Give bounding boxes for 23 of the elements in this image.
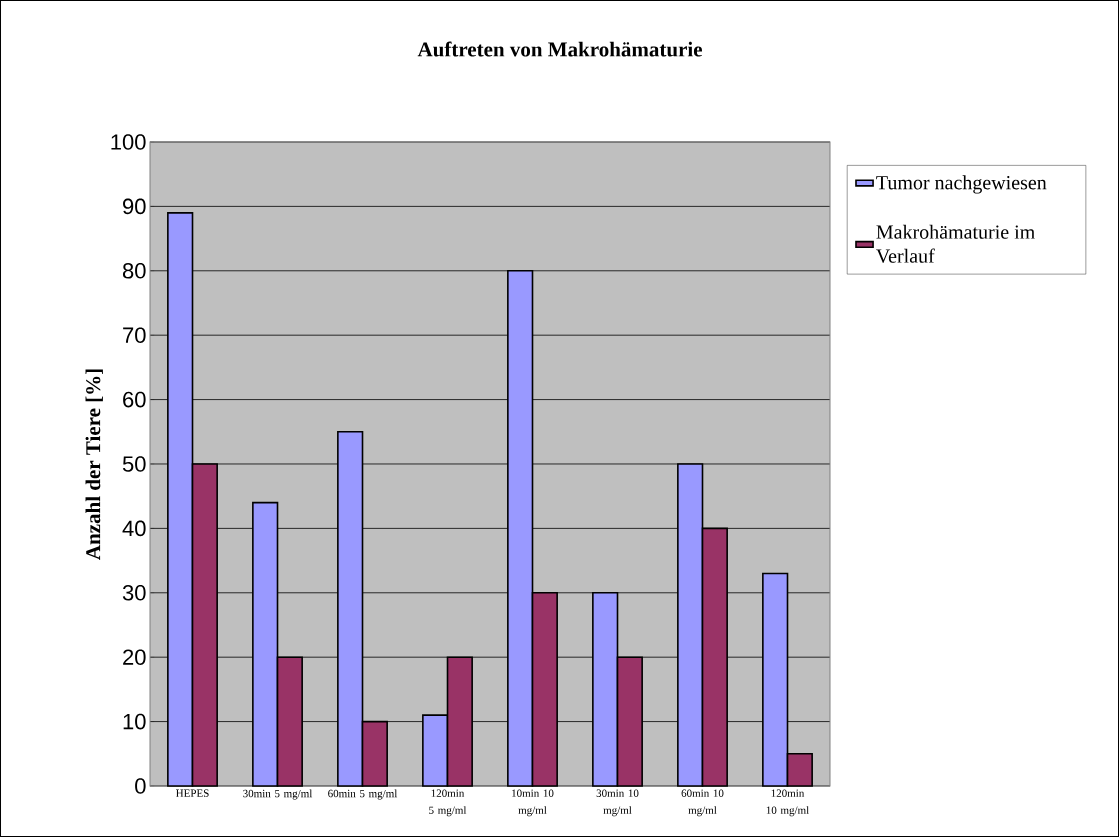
x-tick-label: 120min 10 mg/ml <box>766 789 809 817</box>
y-tick-label: 70 <box>123 327 146 343</box>
legend-label: Makrohämaturie im Verlauf <box>876 224 1035 263</box>
y-tick-label: 50 <box>122 456 146 472</box>
y-tick-label: 40 <box>122 520 146 537</box>
x-tick-label: 60min 10 mg/ml <box>681 789 724 817</box>
y-tick-label: 90 <box>123 198 146 215</box>
x-tick-label: 120min 5 mg/ml <box>429 789 467 817</box>
y-tick-label: 30 <box>122 584 146 601</box>
x-tick-label: HEPES <box>176 789 209 797</box>
y-tick-label: 100 <box>111 134 146 150</box>
legend-label: Tumor nachgewiesen <box>876 175 1047 194</box>
x-tick-label: 30min 10 mg/ml <box>596 789 639 817</box>
y-tick-label: 20 <box>123 649 146 665</box>
y-axis-title: Anzahl der Tiere [%] <box>85 369 103 560</box>
y-tick-label: 80 <box>122 262 146 279</box>
y-tick-label: 10 <box>123 713 146 730</box>
y-tick-label: 60 <box>123 391 146 408</box>
x-tick-label: 10min 10 mg/ml <box>512 789 554 817</box>
y-tick-label: 0 <box>135 778 146 794</box>
x-tick-label: 30min 5 mg/ml <box>243 789 313 800</box>
chart-title: Auftreten von Makrohämaturie <box>417 41 703 57</box>
x-tick-label: 60min 5 mg/ml <box>328 789 398 800</box>
